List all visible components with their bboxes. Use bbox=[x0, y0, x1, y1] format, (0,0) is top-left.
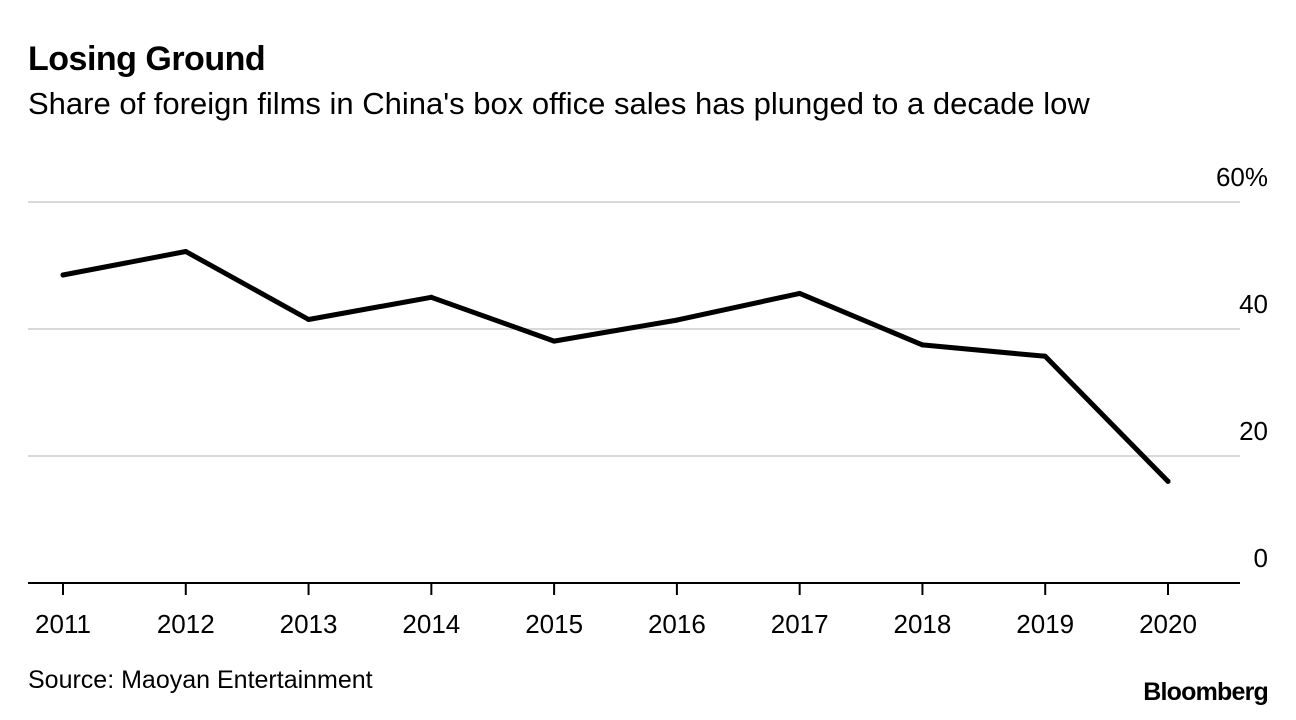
data-point-2015 bbox=[551, 338, 557, 344]
chart-title: Losing Ground bbox=[28, 40, 266, 78]
x-axis: 2011 2012 2013 2014 2015 2016 2017 2018 2019 2020 bbox=[28, 582, 1240, 639]
x-tick-label-2015: 2015 bbox=[525, 609, 583, 639]
data-point-2020 bbox=[1165, 478, 1171, 484]
x-tick-label-2011: 2011 bbox=[35, 609, 91, 639]
x-tick-label-2016: 2016 bbox=[648, 609, 706, 639]
x-tick-label-2012: 2012 bbox=[157, 609, 215, 639]
data-point-2013 bbox=[306, 316, 312, 322]
x-tick-label-2018: 2018 bbox=[894, 609, 952, 639]
y-axis-tick-labels: 0 20 40 60% bbox=[1216, 162, 1268, 573]
data-point-2011 bbox=[60, 272, 66, 278]
bloomberg-logo: Bloomberg bbox=[1143, 678, 1269, 706]
x-tick-label-2014: 2014 bbox=[402, 609, 460, 639]
data-point-2016 bbox=[674, 317, 680, 323]
y-tick-label-40: 40 bbox=[1239, 289, 1268, 319]
y-tick-label-20: 20 bbox=[1239, 416, 1268, 446]
x-tick-label-2019: 2019 bbox=[1016, 609, 1074, 639]
x-tick-label-2017: 2017 bbox=[771, 609, 829, 639]
y-tick-label-60: 60% bbox=[1216, 162, 1268, 192]
chart-subtitle: Share of foreign films in China's box of… bbox=[28, 86, 1090, 121]
data-point-2019 bbox=[1042, 353, 1048, 359]
series-line-0 bbox=[60, 249, 1171, 484]
series-layer bbox=[60, 249, 1171, 484]
data-point-2018 bbox=[919, 342, 925, 348]
y-tick-label-0: 0 bbox=[1254, 543, 1268, 573]
data-point-2012 bbox=[183, 249, 189, 255]
data-point-2017 bbox=[797, 290, 803, 296]
x-tick-label-2020: 2020 bbox=[1139, 609, 1197, 639]
data-point-2014 bbox=[428, 294, 434, 300]
source-note: Source: Maoyan Entertainment bbox=[28, 666, 373, 694]
x-tick-label-2013: 2013 bbox=[280, 609, 338, 639]
